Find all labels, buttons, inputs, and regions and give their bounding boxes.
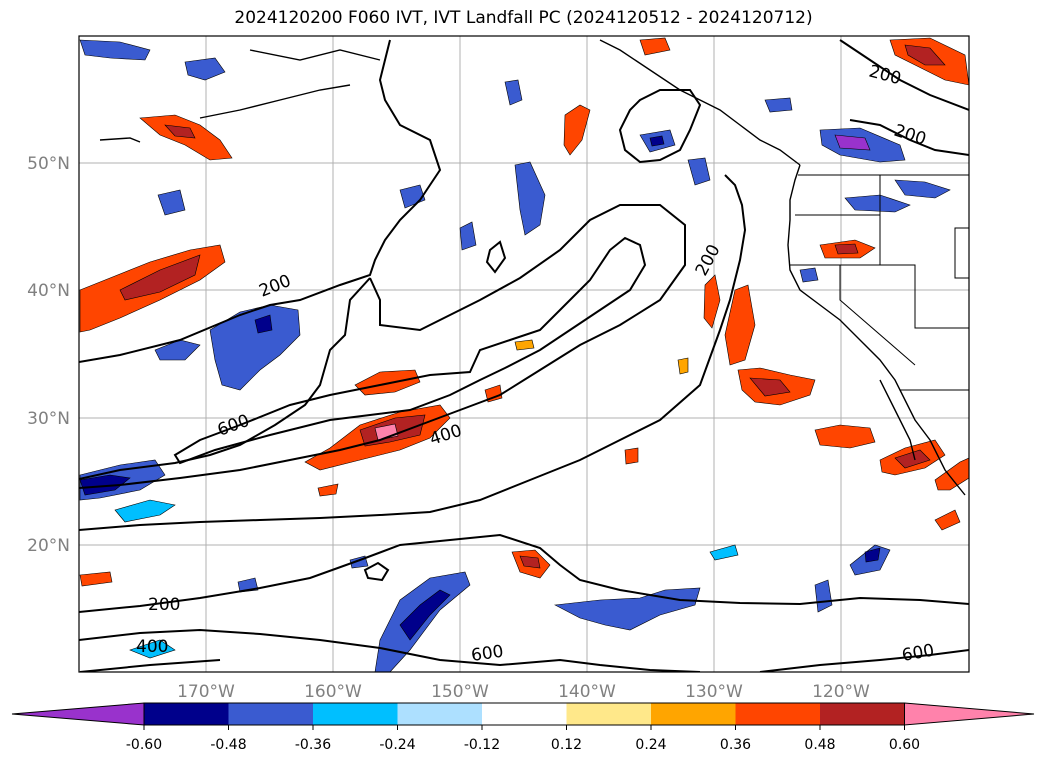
colorbar-over-arrow [904,702,1035,726]
political-boundaries [790,174,969,391]
contour-labels: 200 200 200 200 200 600 400 400 600 600 [136,62,936,666]
colorbar-tick-label: -0.48 [210,737,246,753]
colorbar-bin [651,703,736,725]
positive-pc-areas [79,37,969,587]
colorbar-bin [228,703,313,725]
contour-label: 200 [148,595,180,615]
colorbar-tick-label: 0.24 [635,737,666,753]
colorbar-bin [482,703,567,725]
colorbar-ticks [143,725,905,730]
chart-title: 2024120200 F060 IVT, IVT Landfall PC (20… [234,8,813,28]
colorbar-tick-label: 0.36 [720,737,751,753]
colorbar-bin [313,703,398,725]
lat-label: 20°N [27,536,70,556]
lon-label: 160°W [304,682,362,702]
lat-label: 50°N [27,154,70,174]
coastlines [99,39,966,496]
colorbar-bin [820,703,905,725]
lat-label: 30°N [27,409,70,429]
colorbar-tick-label: 0.12 [551,737,582,753]
colorbar-bin [144,703,229,725]
colorbar-tick-label: 0.60 [889,737,920,753]
colorbar-tick-label: -0.36 [295,737,331,753]
colorbar-tick-label: -0.24 [379,737,415,753]
lon-label: 120°W [812,682,870,702]
longitude-labels: 170°W 160°W 150°W 140°W 130°W 120°W [177,682,870,702]
map-border [78,35,970,673]
lon-label: 130°W [685,682,743,702]
colorbar-bin [397,703,482,725]
colorbar-tick-label: 0.48 [804,737,835,753]
colorbar-tick-label: -0.12 [464,737,500,753]
colorbar-bin [566,703,651,725]
colorbar-under-arrow [11,702,145,726]
colorbar-bin [735,703,820,725]
latitude-labels: 50°N 40°N 30°N 20°N [27,154,70,556]
colorbar-tick-label: -0.60 [126,737,162,753]
colorbar: -0.60 -0.48 -0.36 -0.24 -0.12 0.12 0.24 … [11,702,1035,753]
lon-label: 150°W [431,682,489,702]
ivt-contours [79,39,969,672]
contour-label: 400 [136,637,168,657]
lon-label: 170°W [177,682,235,702]
contour-label: 600 [470,642,505,666]
lat-label: 40°N [27,281,70,301]
lon-label: 140°W [558,682,616,702]
